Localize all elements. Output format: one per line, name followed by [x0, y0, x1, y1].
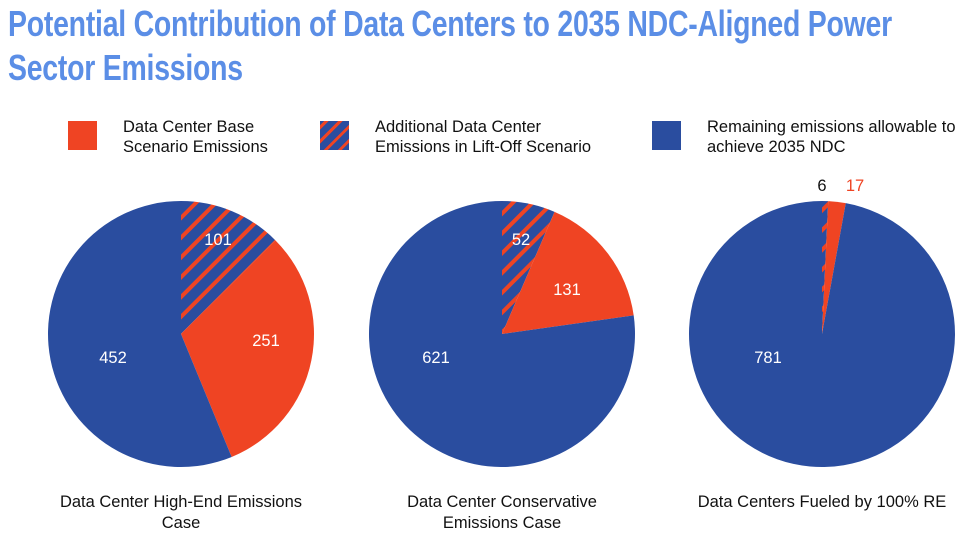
slice-additional	[822, 201, 829, 334]
legend-item-remaining: Remaining emissions allowable to achieve…	[652, 117, 967, 157]
legend-swatch-orange	[68, 121, 97, 150]
slice-additional	[502, 201, 555, 334]
data-label: 781	[754, 349, 782, 367]
slice-remaining	[688, 201, 955, 467]
slice-remaining	[369, 201, 635, 468]
legend-label: Additional Data Center Emissions in Lift…	[375, 118, 592, 156]
data-label: 452	[99, 349, 127, 367]
legend-label: Data Center Base Scenario Emissions	[123, 118, 268, 156]
pie-caption-1: Data Center High-End Emissions Case	[59, 493, 303, 532]
data-label: 131	[553, 281, 581, 299]
legend-item-base: Data Center Base Scenario Emissions	[68, 117, 303, 157]
pie-caption-3: Data Centers Fueled by 100% RE	[697, 493, 947, 511]
slice-base	[502, 211, 634, 334]
legend-swatch-hatched	[320, 121, 349, 150]
data-label: 251	[252, 332, 280, 350]
data-label: 52	[512, 231, 530, 249]
slice-base	[822, 201, 846, 334]
data-label: 17	[846, 177, 864, 195]
legend-swatch-blue	[652, 121, 681, 150]
slice-additional	[181, 201, 276, 334]
pie-caption-2: Data Center Conservative Emissions Case	[407, 493, 597, 532]
data-label: 6	[817, 177, 826, 195]
slice-remaining	[48, 201, 232, 467]
legend-label: Remaining emissions allowable to achieve…	[707, 118, 956, 156]
slice-base	[181, 240, 314, 457]
data-label: 621	[422, 349, 450, 367]
legend-item-additional: Additional Data Center Emissions in Lift…	[320, 117, 615, 157]
data-label: 101	[204, 231, 232, 249]
chart-title: Potential Contribution of Data Centers t…	[8, 3, 892, 88]
